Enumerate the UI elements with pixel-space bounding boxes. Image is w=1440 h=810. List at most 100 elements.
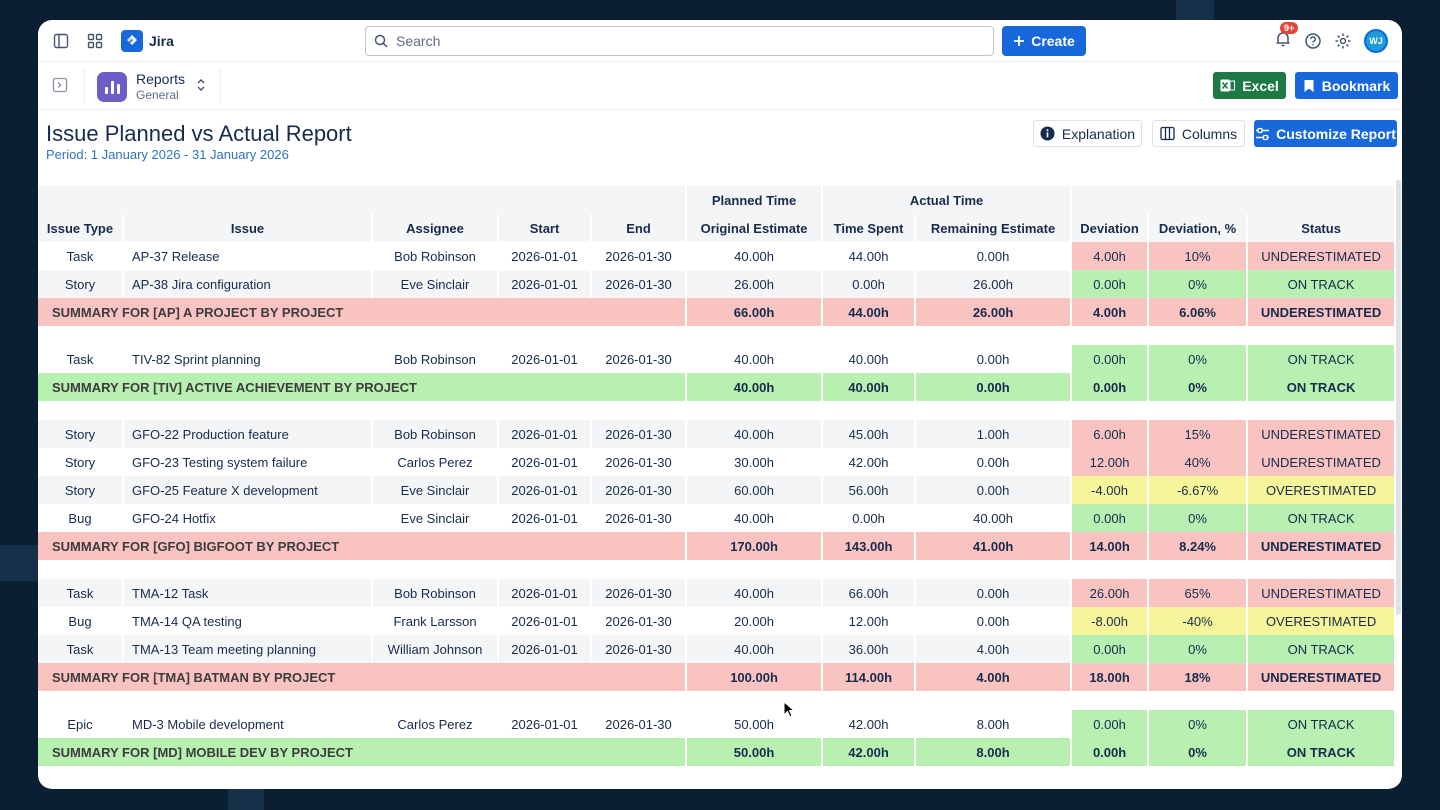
remaining-estimate-cell: 0.00h <box>916 579 1073 607</box>
time-spent-cell: 66.00h <box>823 579 917 607</box>
group-header-row: Planned Time Actual Time <box>38 186 1397 214</box>
summary-row: SUMMARY FOR [TIV] ACTIVE ACHIEVEMENT BY … <box>38 373 1397 401</box>
original-estimate-cell: 50.00h <box>687 738 824 766</box>
time-spent-cell: 12.00h <box>823 607 917 635</box>
table-row[interactable]: Task AP-37 Release Bob Robinson 2026-01-01 2… <box>38 242 1397 270</box>
columns-button[interactable]: Columns <box>1152 120 1245 147</box>
end-date-cell: 2026-01-30 <box>592 270 688 298</box>
deviation-percent-cell: -6.67% <box>1149 476 1249 504</box>
issue-type-cell: Story <box>38 420 124 448</box>
columns-label: Columns <box>1181 125 1238 142</box>
customize-report-button[interactable]: Customize Report <box>1254 120 1397 147</box>
column-header[interactable]: Issue <box>124 214 373 242</box>
time-spent-cell: 44.00h <box>823 298 917 326</box>
gear-icon[interactable] <box>1334 32 1352 50</box>
search-input[interactable]: Search <box>365 26 994 56</box>
end-date-cell: 2026-01-30 <box>592 345 688 373</box>
column-header[interactable]: Deviation <box>1072 214 1150 242</box>
explanation-button[interactable]: Explanation <box>1033 120 1142 147</box>
plus-icon <box>1014 36 1025 46</box>
deviation-percent-cell: 0% <box>1149 270 1249 298</box>
deviation-percent-cell: 65% <box>1149 579 1249 607</box>
bookmark-button[interactable]: Bookmark <box>1295 72 1398 99</box>
table-row[interactable]: Task TIV-82 Sprint planning Bob Robinson 20… <box>38 345 1397 373</box>
column-header[interactable]: Start <box>499 214 592 242</box>
explanation-label: Explanation <box>1061 125 1136 142</box>
background-block <box>1176 0 1214 20</box>
help-icon[interactable] <box>1304 32 1322 50</box>
expand-sidebar-icon[interactable] <box>52 77 68 98</box>
start-date-cell: 2026-01-01 <box>499 242 592 270</box>
deviation-cell: 26.00h <box>1072 579 1150 607</box>
deviation-percent-cell: 8.24% <box>1149 532 1249 560</box>
table-row[interactable]: Bug GFO-24 Hotfix Eve Sinclair 2026-01-01 20… <box>38 504 1397 532</box>
table-row[interactable]: Bug TMA-14 QA testing Frank Larsson 2026-01… <box>38 607 1397 635</box>
remaining-estimate-cell: 0.00h <box>916 448 1073 476</box>
excel-export-button[interactable]: Excel <box>1213 72 1286 99</box>
deviation-cell: 6.00h <box>1072 420 1150 448</box>
original-estimate-cell: 40.00h <box>687 373 824 401</box>
jira-home-link[interactable]: Jira <box>121 30 174 52</box>
assignee-cell: Eve Sinclair <box>373 476 499 504</box>
original-estimate-cell: 30.00h <box>687 448 824 476</box>
group-header-empty <box>38 186 688 214</box>
app-switcher-icon[interactable] <box>84 30 106 52</box>
column-header[interactable]: Original Estimate <box>687 214 824 242</box>
start-date-cell: 2026-01-01 <box>499 579 592 607</box>
issue-cell: TIV-82 Sprint planning <box>124 345 373 373</box>
end-date-cell: 2026-01-30 <box>592 420 688 448</box>
column-header[interactable]: End <box>592 214 688 242</box>
deviation-percent-cell: 40% <box>1149 448 1249 476</box>
app-name: Jira <box>149 33 174 49</box>
start-date-cell: 2026-01-01 <box>499 635 592 663</box>
deviation-percent-cell: 10% <box>1149 242 1249 270</box>
sliders-icon <box>1256 127 1270 140</box>
avatar[interactable]: WJ <box>1364 29 1388 53</box>
deviation-percent-cell: 6.06% <box>1149 298 1249 326</box>
time-spent-cell: 0.00h <box>823 504 917 532</box>
start-date-cell: 2026-01-01 <box>499 420 592 448</box>
column-header-row: Issue Type Issue Assignee Start End Orig… <box>38 214 1397 242</box>
column-header[interactable]: Time Spent <box>823 214 917 242</box>
table-row[interactable]: Epic MD-3 Mobile development Carlos Perez 2… <box>38 710 1397 738</box>
table-body: Task AP-37 Release Bob Robinson 2026-01-01 2… <box>38 242 1397 766</box>
summary-label: SUMMARY FOR [MD] MOBILE DEV BY PROJECT <box>38 738 688 766</box>
table-row[interactable]: Story GFO-23 Testing system failure Carlos… <box>38 448 1397 476</box>
table-row[interactable]: Task TMA-13 Team meeting planning William … <box>38 635 1397 663</box>
assignee-cell: Frank Larsson <box>373 607 499 635</box>
deviation-percent-cell: 0% <box>1149 504 1249 532</box>
deviation-percent-cell: -40% <box>1149 607 1249 635</box>
column-header[interactable]: Issue Type <box>38 214 124 242</box>
create-button[interactable]: Create <box>1002 26 1086 56</box>
start-date-cell: 2026-01-01 <box>499 476 592 504</box>
table-row[interactable]: Story GFO-25 Feature X development Eve Sin… <box>38 476 1397 504</box>
status-cell: OVERESTIMATED <box>1248 607 1397 635</box>
column-header[interactable]: Status <box>1248 214 1397 242</box>
table-row[interactable]: Task TMA-12 Task Bob Robinson 2026-01-01 202… <box>38 579 1397 607</box>
sidebar-toggle-icon[interactable] <box>50 30 72 52</box>
column-header[interactable]: Assignee <box>373 214 499 242</box>
deviation-cell: 0.00h <box>1072 270 1150 298</box>
column-header[interactable]: Remaining Estimate <box>916 214 1073 242</box>
start-date-cell: 2026-01-01 <box>499 504 592 532</box>
issue-type-cell: Story <box>38 270 124 298</box>
original-estimate-cell: 40.00h <box>687 635 824 663</box>
end-date-cell: 2026-01-30 <box>592 504 688 532</box>
time-spent-cell: 40.00h <box>823 373 917 401</box>
original-estimate-cell: 100.00h <box>687 663 824 691</box>
start-date-cell: 2026-01-01 <box>499 270 592 298</box>
original-estimate-cell: 40.00h <box>687 420 824 448</box>
spacer-cell <box>38 326 1397 345</box>
report-period: Period: 1 January 2026 - 31 January 2026 <box>46 147 289 162</box>
column-header[interactable]: Deviation, % <box>1149 214 1249 242</box>
spacer-row <box>38 401 1397 420</box>
deviation-cell: 4.00h <box>1072 298 1150 326</box>
scrollbar[interactable] <box>1396 180 1401 615</box>
issue-cell: TMA-14 QA testing <box>124 607 373 635</box>
table-row[interactable]: Story GFO-22 Production feature Bob Robins… <box>38 420 1397 448</box>
deviation-percent-cell: 0% <box>1149 738 1249 766</box>
notifications-button[interactable]: 9+ <box>1274 21 1299 53</box>
background-block <box>0 545 38 581</box>
table-row[interactable]: Story AP-38 Jira configuration Eve Sinclai… <box>38 270 1397 298</box>
time-spent-cell: 36.00h <box>823 635 917 663</box>
